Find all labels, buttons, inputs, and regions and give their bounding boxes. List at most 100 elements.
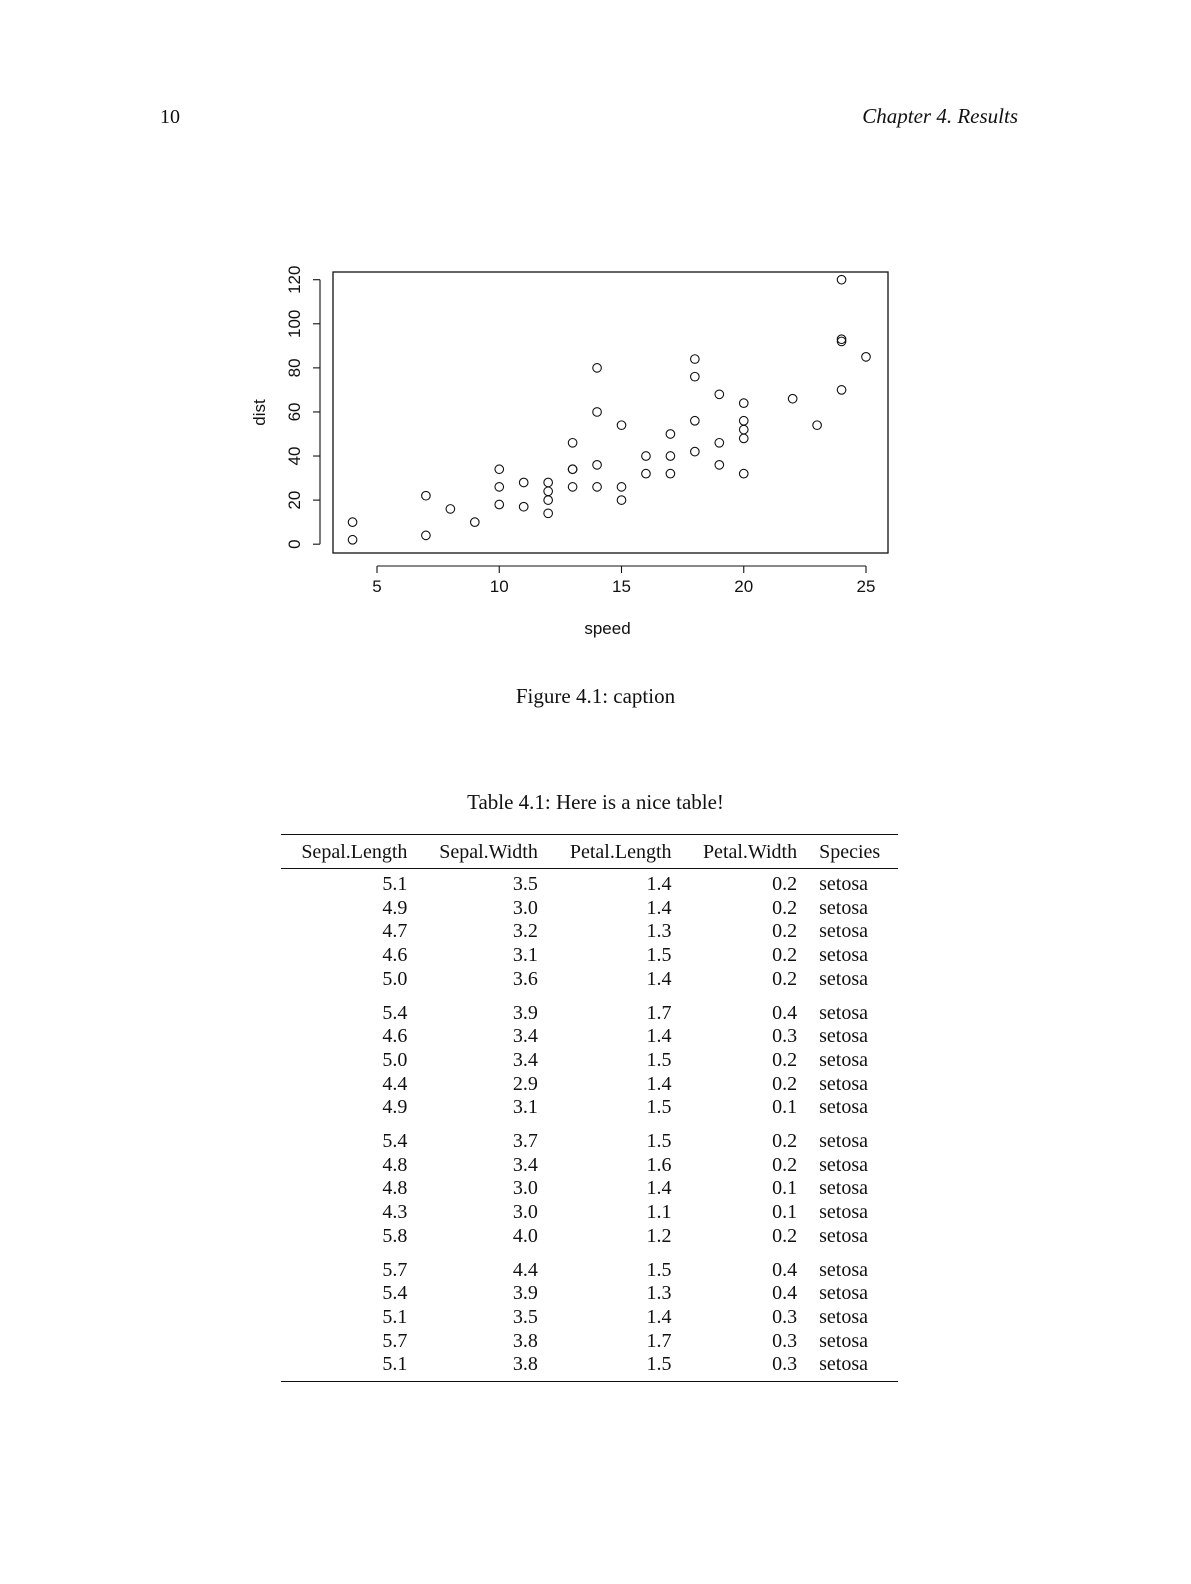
table-cell: 3.1 bbox=[512, 944, 538, 967]
x-tick-label: 20 bbox=[734, 577, 753, 596]
table-cell: 3.2 bbox=[512, 920, 538, 943]
table-cell: 1.5 bbox=[646, 1096, 672, 1119]
table-cell: 1.4 bbox=[646, 1072, 672, 1095]
table-cell: 0.1 bbox=[772, 1201, 798, 1224]
table-row: 5.1 3.5 1.4 0.3 setosa bbox=[281, 1306, 898, 1330]
table-cell: 5.1 bbox=[281, 1353, 419, 1383]
table-row: 5.7 3.8 1.7 0.3 setosa bbox=[281, 1330, 898, 1354]
data-point bbox=[494, 464, 505, 475]
table-row: 5.0 3.4 1.5 0.2 setosa bbox=[281, 1049, 898, 1073]
data-point bbox=[690, 446, 700, 457]
table-row: 4.8 3.0 1.4 0.1 setosa bbox=[281, 1177, 898, 1201]
data-point bbox=[616, 482, 627, 492]
data-point bbox=[861, 352, 871, 362]
table-cell: setosa bbox=[819, 1305, 869, 1328]
data-point bbox=[494, 482, 505, 492]
y-tick-label: 0 bbox=[285, 539, 304, 548]
data-point bbox=[714, 389, 725, 400]
data-point bbox=[665, 468, 676, 479]
data-point bbox=[616, 420, 627, 431]
data-point bbox=[738, 415, 749, 426]
table-cell: 0.3 bbox=[772, 1025, 798, 1048]
table-cell: 0.4 bbox=[772, 1258, 798, 1281]
table-cell: 3.9 bbox=[512, 1001, 538, 1024]
table-cell: 1.5 bbox=[548, 1353, 683, 1383]
x-tick-label: 25 bbox=[857, 577, 876, 596]
table-cell: 4.7 bbox=[382, 920, 408, 943]
table-cell: setosa bbox=[819, 1096, 869, 1119]
table-cell: 4.8 bbox=[382, 1177, 408, 1200]
column-header: Species bbox=[808, 834, 898, 869]
table-cell: 3.0 bbox=[512, 1177, 538, 1200]
table-cell: 3.0 bbox=[512, 896, 538, 919]
table-cell: 3.4 bbox=[512, 1025, 538, 1048]
table-cell: 1.4 bbox=[646, 873, 672, 895]
table-cell: 1.3 bbox=[646, 920, 672, 943]
table-cell: 3.4 bbox=[512, 1048, 538, 1071]
data-point bbox=[518, 501, 529, 512]
table-row: 4.9 3.0 1.4 0.2 setosa bbox=[281, 897, 898, 921]
table-row: 5.0 3.6 1.4 0.2 setosa bbox=[281, 968, 898, 992]
data-point bbox=[641, 468, 651, 479]
data-point bbox=[836, 385, 847, 395]
data-point bbox=[421, 530, 431, 541]
data-point bbox=[836, 274, 847, 285]
table-cell: 0.2 bbox=[772, 873, 798, 895]
table-cell: 0.2 bbox=[772, 967, 798, 990]
data-point bbox=[592, 459, 602, 470]
data-point bbox=[665, 451, 676, 461]
table-cell: setosa bbox=[819, 1201, 869, 1224]
table-cell: 1.3 bbox=[646, 1282, 672, 1305]
data-point bbox=[567, 437, 578, 448]
table-cell: 5.8 bbox=[382, 1224, 408, 1247]
data-point bbox=[616, 495, 627, 505]
table-row: 4.8 3.4 1.6 0.2 setosa bbox=[281, 1154, 898, 1178]
data-point bbox=[714, 437, 725, 448]
data-point bbox=[738, 468, 749, 479]
table-cell: 0.1 bbox=[772, 1096, 798, 1119]
table-cell: setosa bbox=[819, 1224, 869, 1247]
table-row: 4.7 3.2 1.3 0.2 setosa bbox=[281, 920, 898, 944]
table-cell: setosa bbox=[819, 873, 869, 895]
data-point bbox=[641, 451, 651, 461]
data-point bbox=[592, 363, 602, 373]
table-cell: 5.4 bbox=[382, 1282, 408, 1305]
table-cell: 0.3 bbox=[772, 1329, 798, 1352]
table-cell: 0.2 bbox=[772, 944, 798, 967]
table-cell: 1.4 bbox=[646, 1177, 672, 1200]
table-cell: 5.1 bbox=[382, 1305, 408, 1328]
data-point bbox=[738, 433, 749, 444]
table-header-row: Sepal.Length Sepal.Width Petal.Length Petal… bbox=[281, 834, 898, 869]
table-cell: setosa bbox=[819, 1282, 869, 1305]
data-point bbox=[543, 486, 554, 497]
data-point bbox=[812, 420, 822, 431]
table-body: 5.1 3.5 1.4 0.2 setosa 4.9 3.0 1.4 0.2 setosa 4.7 3… bbox=[281, 869, 898, 1383]
scatter-plot: 5 10 15 20 25 speed 0 20 40 60 80 100 120 dist bbox=[250, 266, 889, 638]
data-point bbox=[690, 415, 700, 426]
column-header: Sepal.Width bbox=[418, 834, 549, 869]
table-cell: 0.2 bbox=[772, 896, 798, 919]
data-point bbox=[421, 490, 431, 501]
table-cell: 4.9 bbox=[382, 896, 408, 919]
table-cell: 1.4 bbox=[646, 896, 672, 919]
table-cell: 1.1 bbox=[646, 1201, 672, 1224]
scatter-figure: 5 10 15 20 25 speed 0 20 40 60 80 100 120 dist bbox=[240, 258, 920, 658]
table-cell: 0.2 bbox=[772, 1130, 798, 1153]
data-point bbox=[690, 371, 700, 382]
table-cell: 3.6 bbox=[512, 967, 538, 990]
data-point bbox=[592, 407, 602, 417]
table-row: 5.7 4.4 1.5 0.4 setosa bbox=[281, 1249, 898, 1283]
table-caption: Table 4.1: Here is a nice table! bbox=[467, 790, 724, 814]
data-point bbox=[518, 477, 529, 488]
data-point bbox=[714, 459, 725, 470]
data-point bbox=[738, 424, 749, 435]
y-tick-label: 40 bbox=[285, 447, 304, 466]
plot-frame bbox=[332, 271, 889, 554]
y-tick-label: 20 bbox=[285, 491, 304, 510]
table-cell: 4.4 bbox=[512, 1258, 538, 1281]
table-cell: setosa bbox=[819, 920, 869, 943]
table-row: 4.3 3.0 1.1 0.1 setosa bbox=[281, 1201, 898, 1225]
table-cell: setosa bbox=[819, 944, 869, 967]
data-point bbox=[445, 504, 456, 514]
table-cell: 3.8 bbox=[418, 1353, 549, 1383]
